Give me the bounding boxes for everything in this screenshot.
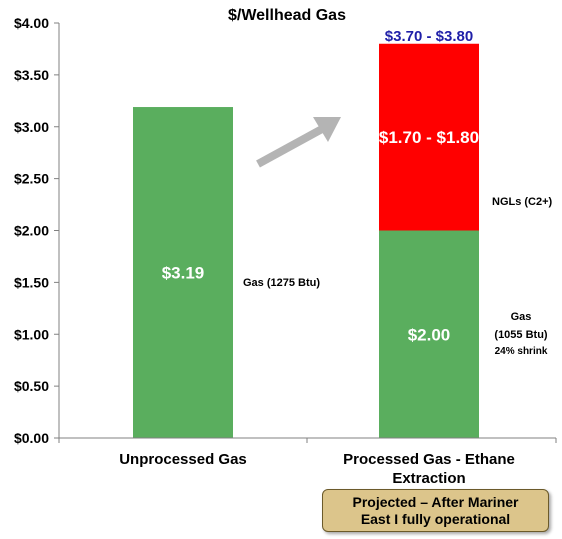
- projection-note: Projected – After Mariner East I fully o…: [322, 489, 549, 532]
- x-category-label: Extraction: [392, 470, 465, 487]
- arrow-shaft: [256, 125, 324, 168]
- y-tick-label: $3.50: [14, 67, 49, 83]
- y-tick-label: $3.00: [14, 119, 49, 135]
- y-axis: $0.00 $0.50 $1.00 $1.50 $2.00 $2.50 $3.00 $3.50…: [14, 15, 60, 446]
- bar-ngls-1: [379, 43, 479, 231]
- bar-value-label: $2.00: [408, 325, 451, 344]
- annotation-shrink: 24% shrink: [495, 346, 548, 357]
- total-range-label: $3.70 - $3.80: [385, 28, 473, 45]
- projection-note-line-1: Projected – After Mariner: [352, 493, 519, 510]
- annotation-gas-unprocessed: Gas (1275 Btu): [243, 277, 320, 289]
- bar-value-label: $3.19: [162, 264, 205, 283]
- y-tick-label: $2.50: [14, 171, 49, 187]
- annotation-gas-processed: Gas: [511, 311, 532, 323]
- annotation-gas-processed-btu: (1055 Btu): [494, 329, 548, 341]
- arrow-head: [313, 117, 341, 142]
- x-category-label: Unprocessed Gas: [119, 451, 247, 468]
- bar-value-label: $1.70 - $1.80: [379, 128, 479, 147]
- chart-title: $/Wellhead Gas: [228, 7, 346, 24]
- y-tick-label: $0.50: [14, 378, 49, 394]
- bar-gas-1: [379, 230, 479, 438]
- bars: $3.19 $2.00 $1.70 - $1.80 $3.70 - $3.80: [133, 28, 479, 438]
- y-tick-label: $4.00: [14, 15, 49, 31]
- annotations: Gas (1275 Btu) NGLs (C2+) Gas (1055 Btu) 24%…: [243, 196, 553, 357]
- y-tick-label: $0.00: [14, 430, 49, 446]
- annotation-ngls: NGLs (C2+): [492, 196, 553, 208]
- x-axis: Unprocessed Gas Processed Gas - Ethane Ext…: [58, 437, 557, 487]
- up-right-arrow-icon: [256, 117, 341, 168]
- y-tick-label: $1.50: [14, 274, 49, 290]
- projection-note-line-2: East I fully operational: [360, 510, 511, 527]
- y-tick-label: $2.00: [14, 223, 49, 239]
- bar-gas-0: [133, 107, 233, 438]
- x-category-label: Processed Gas - Ethane: [343, 451, 515, 468]
- y-tick-label: $1.00: [14, 326, 49, 342]
